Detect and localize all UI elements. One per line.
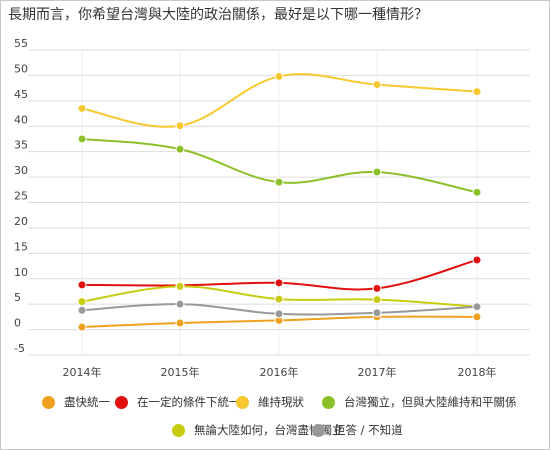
data-point [274,294,284,304]
legend-label: 在一定的條件下統一 [137,395,241,409]
data-point [77,322,87,332]
data-point [175,318,185,328]
data-point [472,187,482,197]
legend-swatch [312,423,325,437]
y-tick-label: 20 [14,215,28,228]
y-tick-label: 5 [14,291,21,304]
data-point [372,80,382,90]
data-point [472,87,482,97]
y-tick-label: 30 [14,164,28,177]
y-tick-label: 0 [14,317,21,330]
data-point [175,144,185,154]
data-point [175,121,185,131]
y-tick-label: 45 [14,88,28,101]
data-point [472,302,482,312]
data-point [274,71,284,81]
data-point [372,283,382,293]
legend-swatch [236,395,249,409]
x-tick-label: 2014年 [63,365,102,379]
y-tick-label: 10 [14,266,28,279]
legend-item[interactable]: 盡快統一 [42,394,110,410]
y-tick-label: -5 [14,342,25,355]
legend-label: 維持現狀 [258,395,304,409]
legend-item[interactable]: 無論大陸如何，台灣盡快獨立 [172,422,344,438]
y-tick-label: 50 [14,62,28,75]
data-point [77,134,87,144]
legend-label: 台灣獨立，但與大陸維持和平關係 [344,395,517,409]
data-point [274,177,284,187]
legend-swatch [322,395,335,409]
data-point [77,103,87,113]
chart-title: 長期而言，你希望台灣與大陸的政治關係，最好是以下哪一種情形？ [8,7,428,23]
legend-label: 無論大陸如何，台灣盡快獨立 [194,423,344,437]
legend-swatch [42,395,55,409]
data-point [372,167,382,177]
legend-swatch [172,423,185,437]
legend-label: 盡快統一 [64,395,110,409]
y-tick-label: 40 [14,113,28,126]
data-point [175,299,185,309]
data-point [372,295,382,305]
x-tick-label: 2015年 [161,365,200,379]
x-tick-label: 2017年 [358,365,397,379]
data-point [274,278,284,288]
x-tick-label: 2018年 [458,365,497,379]
legend-label: 拒答 / 不知道 [334,423,403,437]
data-point [372,308,382,318]
y-tick-label: 25 [14,190,28,203]
legend-item[interactable]: 在一定的條件下統一 [115,394,241,410]
legend-item[interactable]: 拒答 / 不知道 [312,422,403,438]
data-point [472,312,482,322]
y-tick-label: 55 [14,37,28,50]
data-point [472,255,482,265]
data-point [77,280,87,290]
legend-item[interactable]: 台灣獨立，但與大陸維持和平關係 [322,394,517,410]
y-tick-label: 35 [14,139,28,152]
x-tick-label: 2016年 [260,365,299,379]
y-tick-label: 15 [14,240,28,253]
data-point [77,305,87,315]
legend-item[interactable]: 維持現狀 [236,394,304,410]
data-point [274,309,284,319]
legend-swatch [115,395,128,409]
data-point [77,297,87,307]
data-point [175,281,185,291]
